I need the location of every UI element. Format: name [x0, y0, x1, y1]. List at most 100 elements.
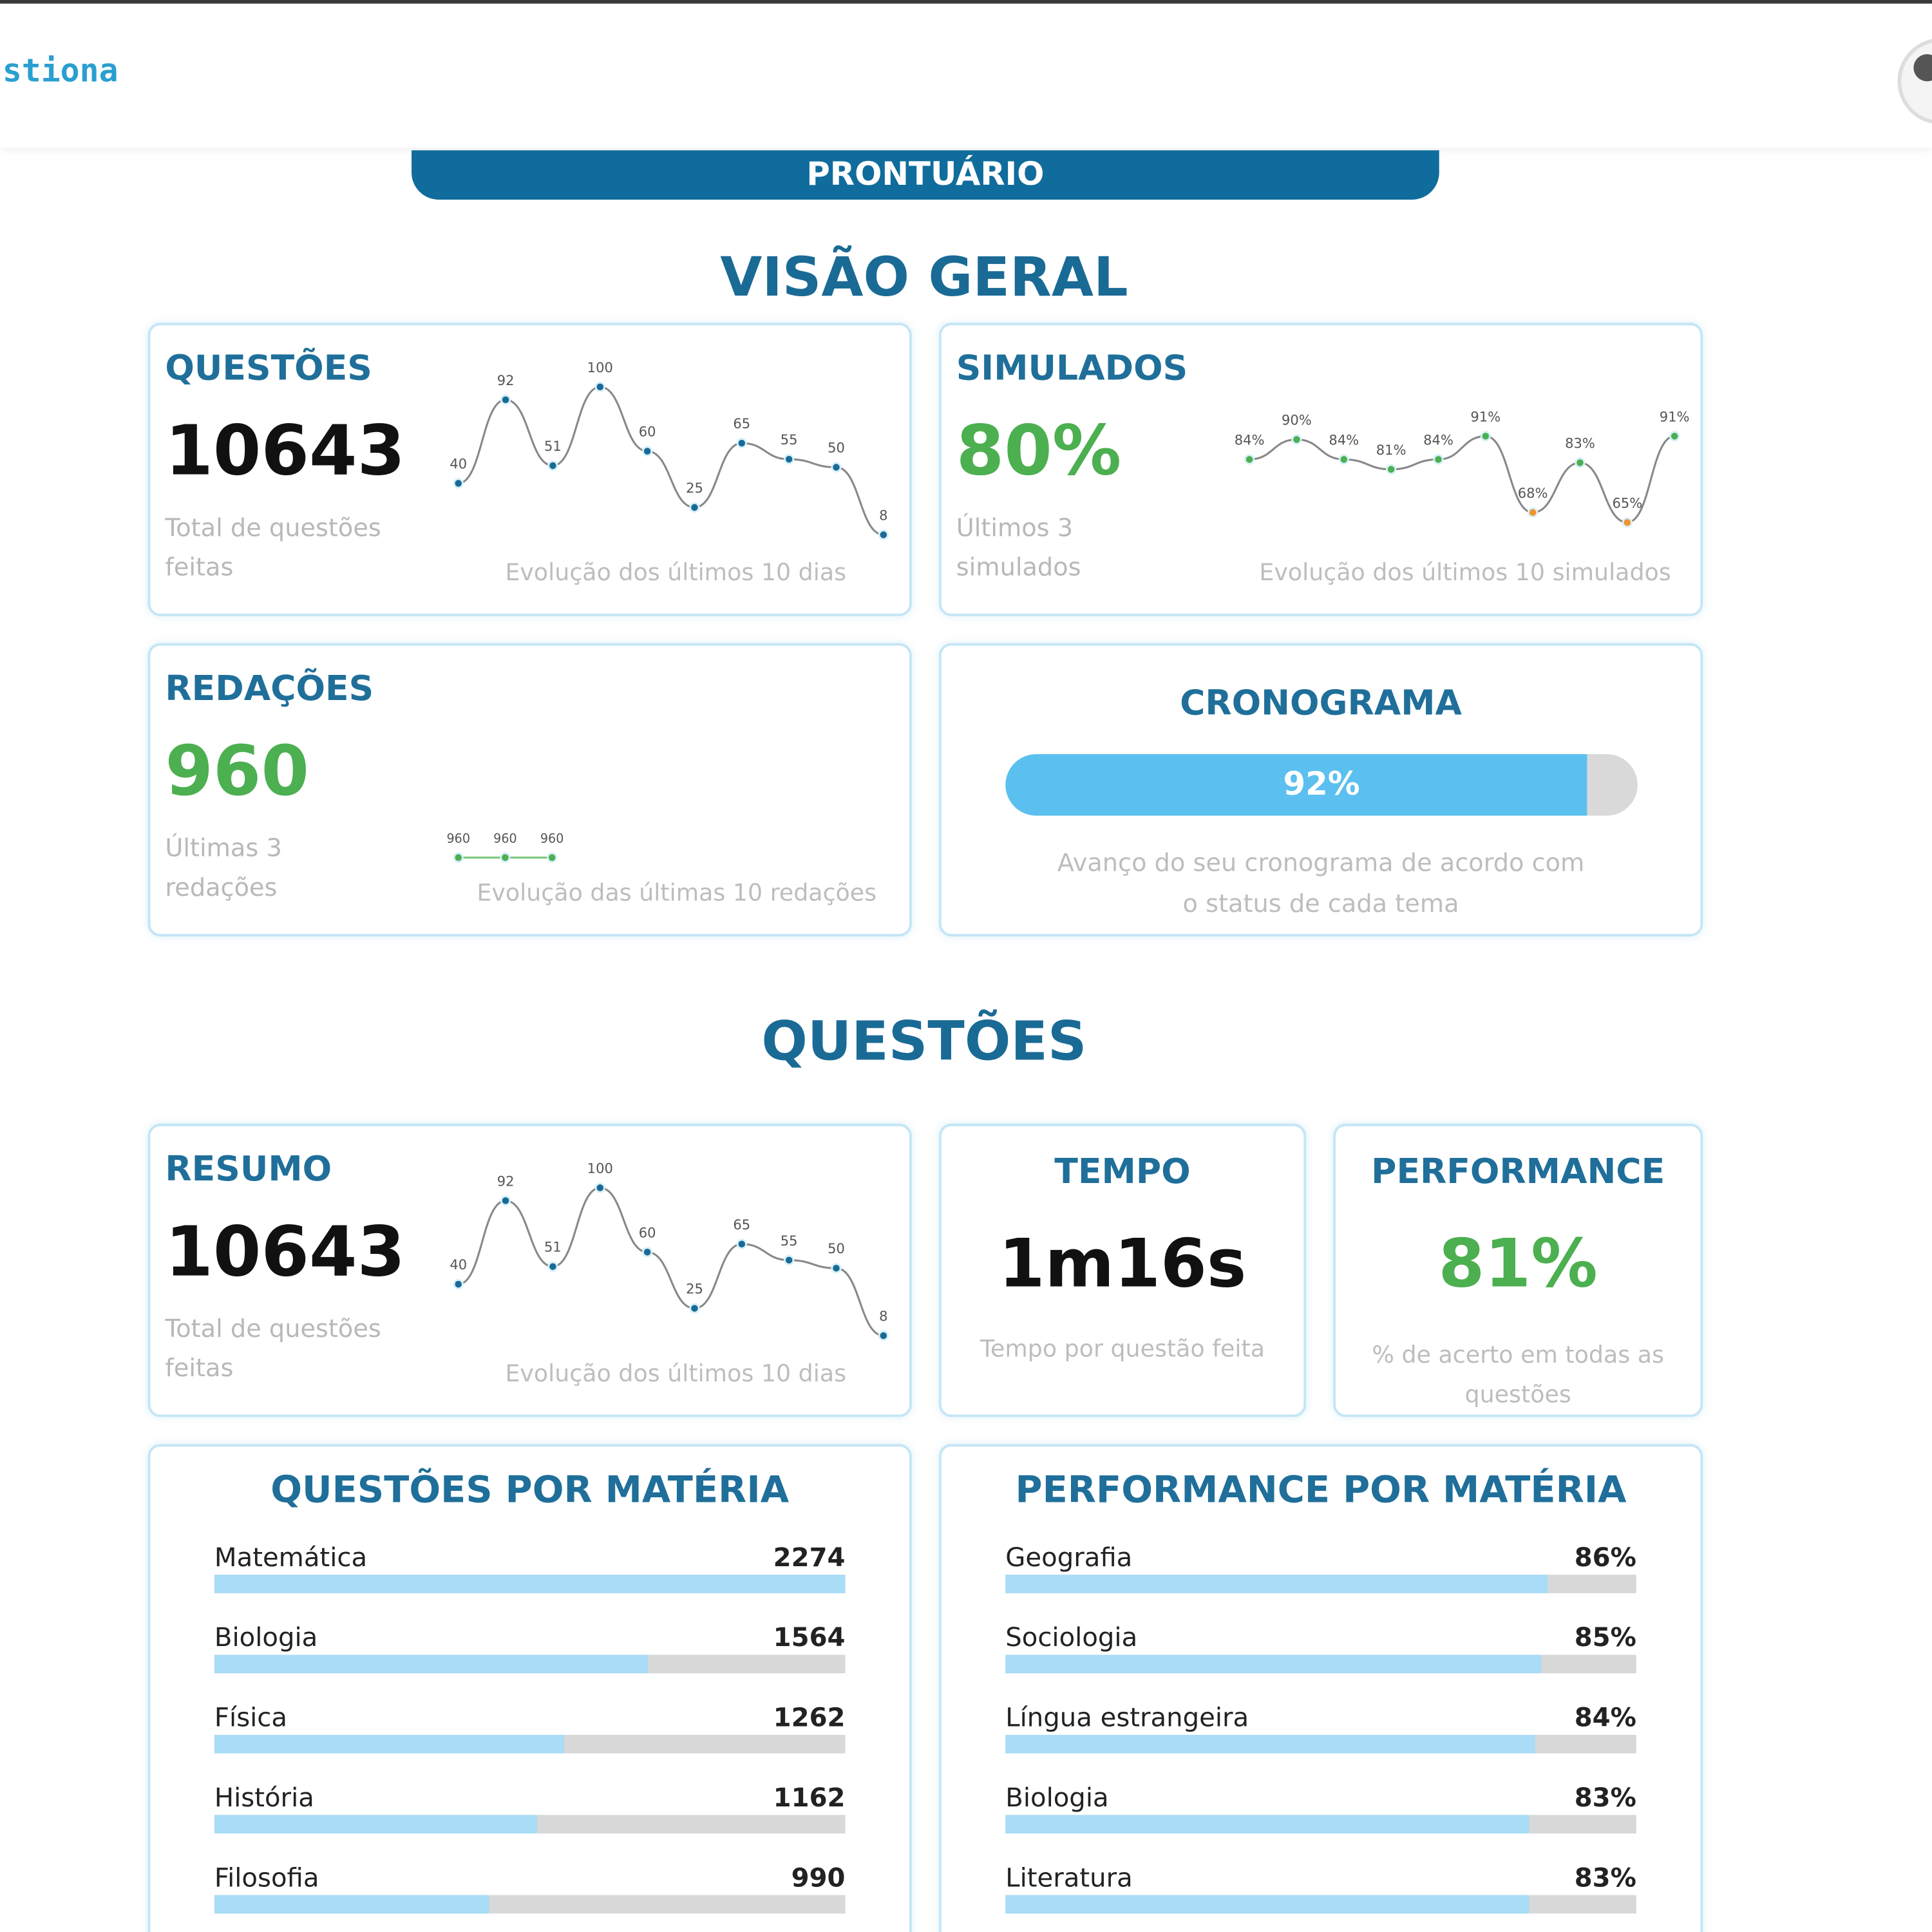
card-subtitle: Últimas 3 redações [165, 833, 282, 902]
data-point[interactable] [1244, 454, 1255, 465]
user-avatar-icon[interactable] [1897, 38, 1932, 125]
subject-label: Matemática [214, 1542, 368, 1573]
data-point[interactable] [500, 852, 511, 863]
subject-label: Sociologia [1005, 1622, 1138, 1653]
data-point[interactable] [784, 453, 795, 465]
card-subtitle: Total de questões feitas [165, 1313, 381, 1383]
bar-fill [214, 1815, 537, 1833]
card-subtitle: % de acerto em todas as questões [1372, 1341, 1665, 1408]
subject-value: 1162 [773, 1783, 846, 1813]
caption-line: o status de cada tema [1182, 888, 1459, 918]
data-label: 91% [1470, 408, 1501, 424]
subject-label: História [214, 1783, 314, 1813]
data-point[interactable] [1480, 431, 1491, 442]
data-point[interactable] [453, 852, 464, 863]
subject-value: 1564 [773, 1622, 846, 1653]
card-title: REDAÇÕES [165, 668, 374, 709]
section-title-visao-geral: VISÃO GERAL [720, 246, 1128, 310]
redacoes-sparkline: 960 960 960 [446, 831, 564, 863]
data-label: 84% [1235, 431, 1265, 448]
data-point[interactable] [1291, 434, 1302, 445]
data-point[interactable] [878, 1330, 889, 1341]
data-point[interactable] [1385, 464, 1397, 475]
data-label: 65% [1612, 495, 1642, 511]
subject-label: Biologia [1005, 1783, 1109, 1813]
data-label: 65 [733, 415, 750, 431]
data-point[interactable] [689, 1303, 700, 1314]
data-label: 960 [493, 831, 517, 846]
card-title: TEMPO [1054, 1151, 1191, 1192]
data-point[interactable] [1622, 517, 1633, 528]
data-point[interactable] [1575, 457, 1586, 468]
cronograma-progress-bar: 92% [1005, 753, 1638, 816]
tab-prontuario[interactable]: PRONTUÁRIO [412, 150, 1439, 200]
subject-value: 1262 [773, 1703, 846, 1733]
subject-row: Geografia 86% [1005, 1542, 1636, 1622]
data-point[interactable] [1669, 431, 1680, 442]
card-title: SIMULADOS [956, 347, 1188, 388]
bar-fill [1005, 1734, 1536, 1754]
data-point[interactable] [831, 462, 842, 473]
data-point[interactable] [500, 1195, 511, 1206]
sparkline-path [458, 1186, 884, 1337]
data-point[interactable] [594, 381, 605, 392]
subject-row: Biologia 83% [1005, 1783, 1636, 1863]
data-point[interactable] [1528, 507, 1539, 518]
bar-fill [1005, 1895, 1530, 1914]
data-point[interactable] [453, 1279, 464, 1290]
chart-caption: Evolução dos últimos 10 dias [505, 559, 847, 587]
card-resumo: RESUMO 10643 Total de questões feitas 40… [147, 1123, 912, 1417]
data-point[interactable] [547, 460, 558, 471]
subject-label: Filosofia [214, 1862, 319, 1893]
data-point[interactable] [641, 1247, 653, 1258]
data-point[interactable] [736, 1238, 747, 1249]
data-label: 960 [540, 831, 564, 846]
questoes-sparkline: 40 92 51 100 60 25 65 55 50 8 [450, 359, 889, 540]
performance-value: 81% [1438, 1224, 1598, 1303]
data-point[interactable] [689, 502, 700, 513]
resumo-value: 10643 [165, 1212, 406, 1293]
data-label: 40 [450, 1256, 467, 1273]
subject-row: Matemática 2274 [214, 1542, 846, 1622]
data-label: 100 [587, 359, 613, 375]
data-point[interactable] [547, 1261, 558, 1272]
progress-label: 92% [1283, 766, 1360, 804]
subject-row: Língua estrangeira 84% [1005, 1703, 1636, 1783]
bar-track [1005, 1895, 1636, 1914]
caption-line: Avanço do seu cronograma de acordo com [1057, 848, 1585, 878]
card-title: PERFORMANCE POR MATÉRIA [1015, 1468, 1627, 1512]
window-border [0, 0, 1932, 4]
data-point[interactable] [641, 446, 653, 457]
data-point[interactable] [500, 394, 511, 405]
data-point[interactable] [1433, 454, 1444, 465]
bar-track [1005, 1815, 1636, 1833]
data-point[interactable] [547, 852, 558, 863]
bar-track [214, 1654, 846, 1674]
data-point[interactable] [784, 1255, 795, 1265]
subject-value: 86% [1574, 1542, 1636, 1573]
data-label: 100 [587, 1160, 613, 1176]
data-label: 50 [828, 1240, 845, 1256]
subject-row: Literatura 83% [1005, 1863, 1636, 1932]
total-questoes-value: 10643 [165, 412, 406, 492]
data-label: 68% [1518, 485, 1548, 501]
data-point[interactable] [831, 1263, 842, 1274]
data-point[interactable] [453, 478, 464, 489]
bar-track [1005, 1654, 1636, 1674]
chart-caption: Evolução dos últimos 10 simulados [1259, 559, 1671, 587]
card-title: RESUMO [165, 1148, 332, 1189]
card-subtitle: Total de questões feitas [165, 512, 381, 582]
data-point[interactable] [878, 529, 889, 540]
subject-value: 85% [1574, 1622, 1636, 1653]
card-cronograma: CRONOGRAMA 92% Avanço do seu cronograma … [938, 643, 1703, 937]
data-point[interactable] [736, 437, 747, 449]
subject-label: Língua estrangeira [1005, 1703, 1249, 1733]
section-title-questoes: QUESTÕES [761, 1010, 1087, 1074]
data-label: 91% [1660, 408, 1690, 424]
data-point[interactable] [594, 1182, 605, 1193]
subject-value: 84% [1574, 1703, 1636, 1733]
logo[interactable]: stiona [2, 53, 118, 90]
data-point[interactable] [1338, 454, 1349, 465]
bar-fill [214, 1575, 846, 1593]
